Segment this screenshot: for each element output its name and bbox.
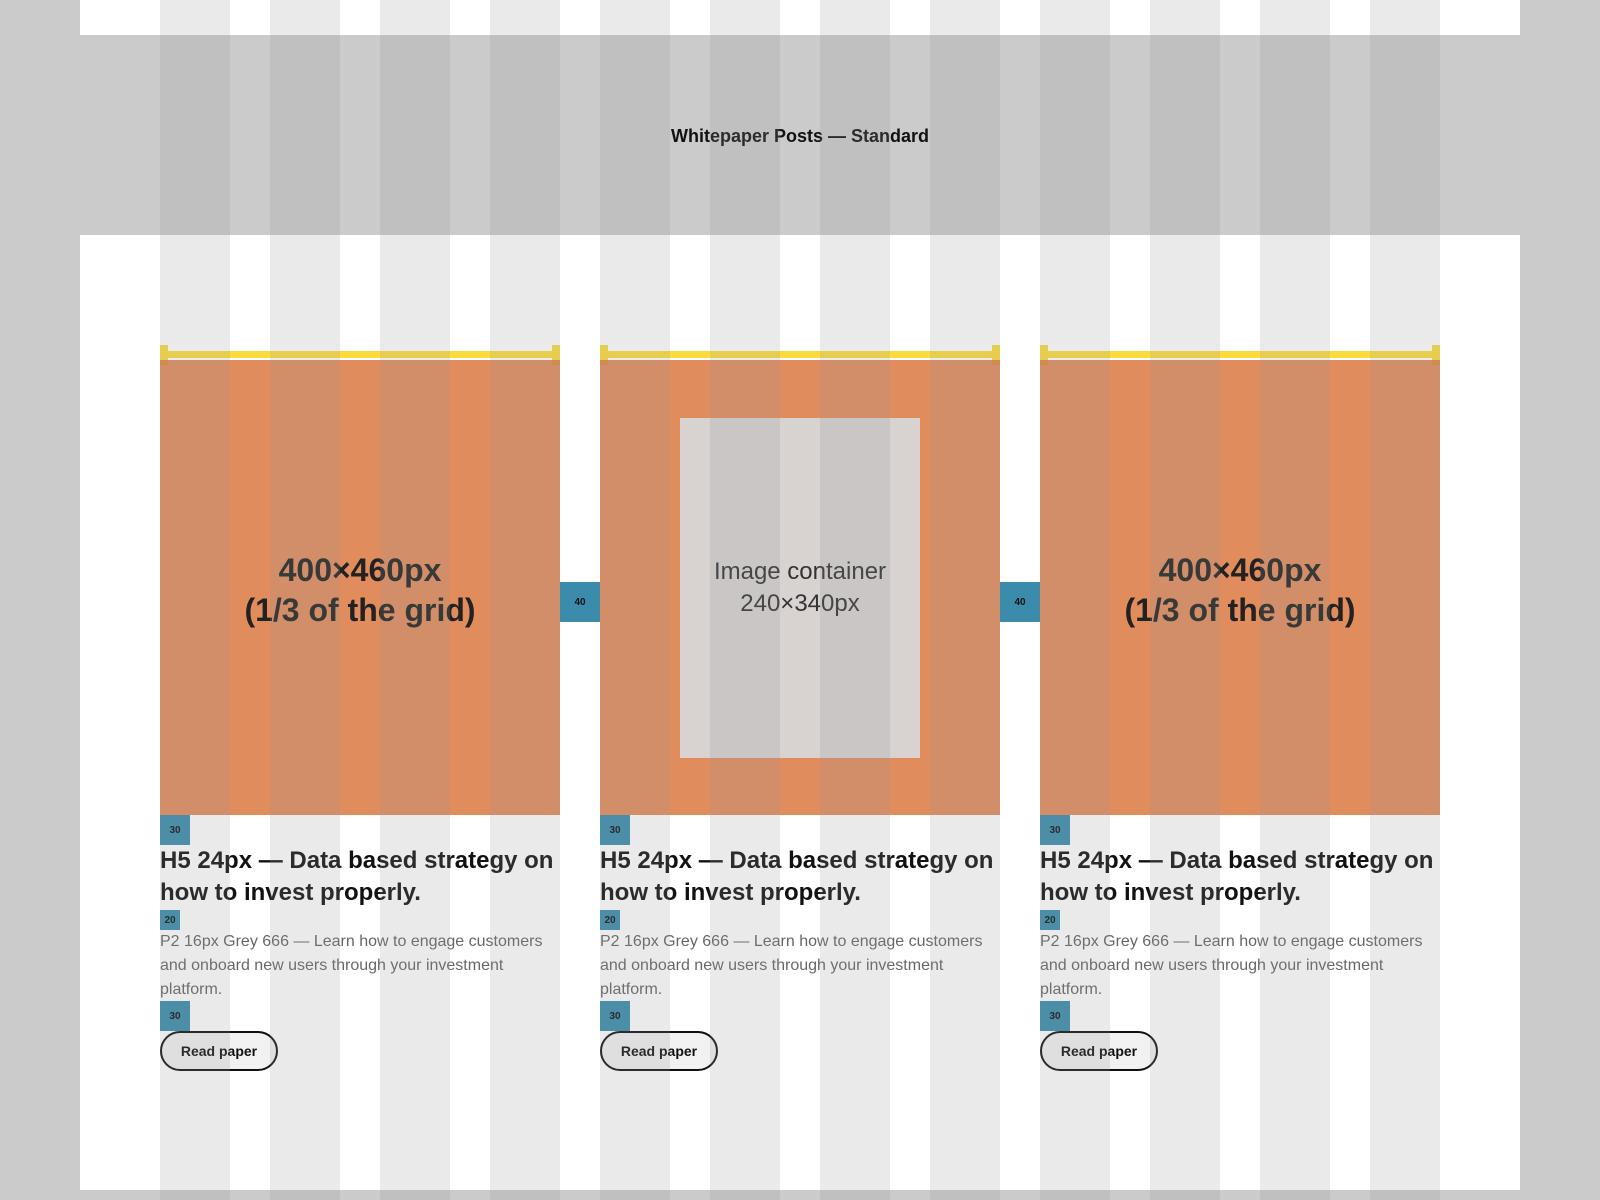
spacer-marker: 20 <box>1040 910 1060 930</box>
image-container: Image container 240×340px <box>680 418 920 758</box>
media-block: 400×460px (1/3 of the grid) <box>160 360 560 815</box>
card-description: P2 16px Grey 666 — Learn how to engage c… <box>1040 933 1423 998</box>
ruler-tick <box>1432 345 1440 365</box>
whitepaper-card: Image container 240×340px 30 H5 24px — D… <box>600 345 1000 1085</box>
media-size-line-1: 400×460px <box>1158 552 1322 588</box>
spacer-marker: 30 <box>600 815 630 845</box>
media-block: Image container 240×340px <box>600 360 1000 815</box>
image-container-label-1: Image container <box>713 558 887 585</box>
ruler-line <box>600 351 1000 358</box>
card-title: H5 24px — Data based strategy on how to … <box>160 847 554 906</box>
media-size-label: 400×460px (1/3 of the grid) <box>160 550 560 630</box>
read-paper-button[interactable]: Read paper <box>600 1031 718 1071</box>
ruler-line <box>160 351 560 358</box>
artboard-top-strip <box>80 0 1520 35</box>
media-block: 400×460px (1/3 of the grid) <box>1040 360 1440 815</box>
card-description: P2 16px Grey 666 — Learn how to engage c… <box>600 933 983 998</box>
spacer-marker: 30 <box>1040 815 1070 845</box>
width-ruler <box>1040 345 1440 365</box>
card-title: H5 24px — Data based strategy on how to … <box>600 847 994 906</box>
ruler-tick <box>552 345 560 365</box>
ruler-line <box>1040 351 1440 358</box>
card-title: H5 24px — Data based strategy on how to … <box>1040 847 1434 906</box>
gutter-marker: 40 <box>560 582 600 622</box>
width-ruler <box>160 345 560 365</box>
ruler-tick <box>600 345 608 365</box>
ruler-tick <box>992 345 1000 365</box>
whitepaper-card: 400×460px (1/3 of the grid) 30 H5 24px —… <box>1040 345 1440 1085</box>
read-paper-button[interactable]: Read paper <box>160 1031 278 1071</box>
read-paper-button[interactable]: Read paper <box>1040 1031 1158 1071</box>
whitepaper-card: 400×460px (1/3 of the grid) 30 H5 24px —… <box>160 345 560 1085</box>
spacer-marker: 30 <box>600 1001 630 1031</box>
header-band <box>80 35 1520 235</box>
gutter-marker: 40 <box>1000 582 1040 622</box>
image-container-label-2: 240×340px <box>740 590 860 617</box>
media-size-line-1: 400×460px <box>278 552 442 588</box>
spacer-marker: 20 <box>160 910 180 930</box>
page-title: Whitepaper Posts — Standard <box>670 126 930 146</box>
spacer-marker: 30 <box>160 815 190 845</box>
card-description: P2 16px Grey 666 — Learn how to engage c… <box>160 933 543 998</box>
width-ruler <box>600 345 1000 365</box>
ruler-tick <box>160 345 168 365</box>
spacer-marker: 30 <box>1040 1001 1070 1031</box>
media-size-label: 400×460px (1/3 of the grid) <box>1040 550 1440 630</box>
spacer-marker: 20 <box>600 910 620 930</box>
spacer-marker: 30 <box>160 1001 190 1031</box>
media-size-line-2: (1/3 of the grid) <box>244 592 476 628</box>
ruler-tick <box>1040 345 1048 365</box>
media-size-line-2: (1/3 of the grid) <box>1124 592 1356 628</box>
